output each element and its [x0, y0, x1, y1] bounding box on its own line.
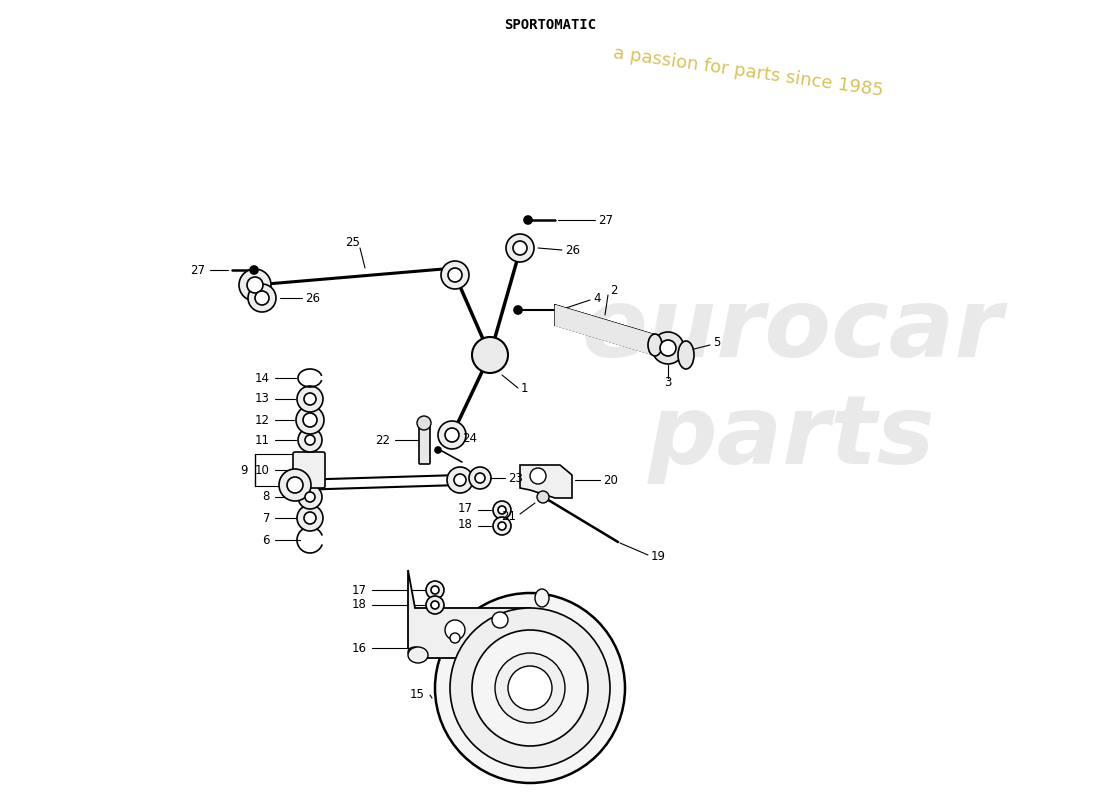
Text: 14: 14: [255, 371, 270, 385]
Circle shape: [492, 612, 508, 628]
Circle shape: [438, 421, 466, 449]
Text: 9: 9: [241, 463, 248, 477]
Circle shape: [296, 406, 324, 434]
Circle shape: [255, 291, 270, 305]
Text: 5: 5: [713, 337, 721, 350]
Text: 18: 18: [352, 598, 367, 611]
Circle shape: [426, 596, 444, 614]
Circle shape: [239, 269, 271, 301]
Circle shape: [431, 586, 439, 594]
Text: 21: 21: [500, 510, 516, 522]
Text: 27: 27: [598, 214, 613, 226]
Circle shape: [537, 491, 549, 503]
Text: 16: 16: [352, 642, 367, 654]
Text: 24: 24: [462, 431, 477, 445]
Text: SPORTOMATIC: SPORTOMATIC: [504, 18, 596, 32]
Text: 1: 1: [521, 382, 528, 394]
Circle shape: [304, 393, 316, 405]
Circle shape: [493, 517, 512, 535]
Circle shape: [446, 428, 459, 442]
Text: 17: 17: [458, 502, 473, 515]
Text: 25: 25: [345, 237, 360, 250]
Text: 15: 15: [410, 689, 425, 702]
Text: 12: 12: [255, 414, 270, 426]
Circle shape: [472, 630, 588, 746]
Text: 17: 17: [352, 583, 367, 597]
Circle shape: [447, 467, 473, 493]
Circle shape: [298, 485, 322, 509]
Text: 10: 10: [255, 463, 270, 477]
Circle shape: [450, 608, 610, 768]
Circle shape: [248, 277, 263, 293]
Circle shape: [660, 340, 676, 356]
Text: 8: 8: [263, 490, 270, 503]
Circle shape: [305, 492, 315, 502]
Text: 20: 20: [603, 474, 618, 486]
Circle shape: [448, 268, 462, 282]
Circle shape: [652, 332, 684, 364]
Circle shape: [287, 477, 303, 493]
Circle shape: [279, 469, 311, 501]
Text: 11: 11: [255, 434, 270, 446]
Circle shape: [250, 266, 258, 274]
Circle shape: [475, 473, 485, 483]
Text: 2: 2: [610, 283, 617, 297]
Text: 4: 4: [593, 291, 601, 305]
Circle shape: [472, 337, 508, 373]
Ellipse shape: [408, 647, 428, 663]
Polygon shape: [520, 465, 572, 498]
Text: 26: 26: [565, 243, 580, 257]
Circle shape: [498, 522, 506, 530]
Circle shape: [305, 435, 315, 445]
Circle shape: [493, 501, 512, 519]
Text: 22: 22: [375, 434, 390, 446]
Circle shape: [417, 416, 431, 430]
Text: 18: 18: [458, 518, 473, 531]
Circle shape: [298, 428, 322, 452]
Circle shape: [441, 261, 469, 289]
Text: 7: 7: [263, 511, 270, 525]
Circle shape: [248, 284, 276, 312]
Polygon shape: [408, 570, 538, 658]
Circle shape: [302, 413, 317, 427]
Circle shape: [431, 601, 439, 609]
Circle shape: [304, 512, 316, 524]
Circle shape: [506, 234, 534, 262]
Text: 26: 26: [305, 291, 320, 305]
Ellipse shape: [648, 334, 662, 356]
Circle shape: [514, 306, 522, 314]
Text: 19: 19: [651, 550, 666, 562]
Circle shape: [495, 653, 565, 723]
Circle shape: [530, 468, 546, 484]
Circle shape: [469, 467, 491, 489]
Text: a passion for parts since 1985: a passion for parts since 1985: [612, 44, 884, 100]
Text: 6: 6: [263, 534, 270, 546]
Circle shape: [446, 620, 465, 640]
Ellipse shape: [535, 589, 549, 607]
Ellipse shape: [678, 341, 694, 369]
Circle shape: [297, 386, 323, 412]
Text: 3: 3: [664, 375, 672, 389]
Circle shape: [513, 241, 527, 255]
Text: 13: 13: [255, 393, 270, 406]
Text: eurocar
parts: eurocar parts: [581, 284, 1003, 484]
Circle shape: [434, 593, 625, 783]
Text: 23: 23: [508, 471, 522, 485]
Circle shape: [297, 505, 323, 531]
Circle shape: [524, 216, 532, 224]
Circle shape: [434, 447, 441, 453]
Circle shape: [450, 633, 460, 643]
FancyBboxPatch shape: [293, 452, 324, 488]
FancyBboxPatch shape: [419, 424, 430, 464]
Text: 27: 27: [190, 263, 205, 277]
Ellipse shape: [408, 647, 422, 657]
Circle shape: [508, 666, 552, 710]
Circle shape: [454, 474, 466, 486]
Circle shape: [498, 506, 506, 514]
Ellipse shape: [519, 610, 531, 619]
Circle shape: [426, 581, 444, 599]
